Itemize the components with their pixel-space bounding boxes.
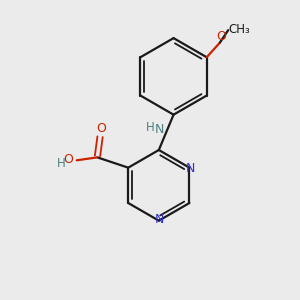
Text: N: N <box>155 213 164 226</box>
Text: H: H <box>146 122 154 134</box>
Text: O: O <box>64 153 74 166</box>
Text: H: H <box>57 157 66 170</box>
Text: CH₃: CH₃ <box>229 23 250 36</box>
Text: N: N <box>155 124 164 136</box>
Text: N: N <box>185 162 195 175</box>
Text: O: O <box>96 122 106 135</box>
Text: O: O <box>217 30 226 43</box>
